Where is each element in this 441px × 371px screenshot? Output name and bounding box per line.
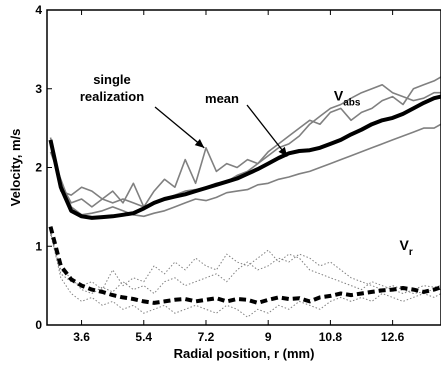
series-line-6 — [50, 230, 441, 294]
x-tick-label: 5.4 — [135, 330, 152, 344]
series-label-vabs: Vabs — [334, 88, 361, 109]
series-line-7 — [50, 231, 441, 318]
y-tick-label: 1 — [35, 239, 42, 253]
x-tick-label: 10.8 — [319, 330, 343, 344]
y-tick-label: 3 — [35, 82, 42, 96]
series-label-vr: Vr — [400, 237, 413, 258]
series-line-3 — [49, 123, 441, 218]
x-axis-title: Radial position, r (mm) — [174, 346, 315, 361]
annotation-single-line2: realization — [80, 89, 144, 104]
series-line-5 — [50, 234, 441, 294]
y-tick-label: 4 — [35, 3, 42, 17]
series-line-4 — [48, 226, 441, 305]
x-tick-label: 9 — [265, 330, 272, 344]
y-tick-label: 2 — [35, 161, 42, 175]
annotation-mean: mean — [205, 91, 239, 106]
x-tick-label: 7.2 — [198, 330, 215, 344]
plot-lines — [48, 76, 441, 318]
annotation-mean-arrow — [246, 104, 288, 157]
plot-frame — [46, 9, 441, 326]
x-axis-ticks: 3.6 5.4 7.2 9 10.8 12.6 — [73, 10, 405, 344]
annotation-single-line1: single — [93, 72, 131, 87]
y-tick-label: 0 — [35, 318, 42, 332]
series-line-0 — [48, 94, 441, 220]
series-line-1 — [49, 76, 441, 208]
x-tick-label: 3.6 — [73, 330, 90, 344]
x-tick-label: 12.6 — [381, 330, 405, 344]
annotation-single-arrow — [154, 106, 205, 149]
annotations: single realization mean Vabs Vr — [80, 72, 413, 258]
series-line-2 — [49, 84, 441, 208]
y-axis-title: Velocity, m/s — [8, 129, 23, 207]
y-axis-ticks: 0 1 2 3 4 — [35, 3, 52, 332]
